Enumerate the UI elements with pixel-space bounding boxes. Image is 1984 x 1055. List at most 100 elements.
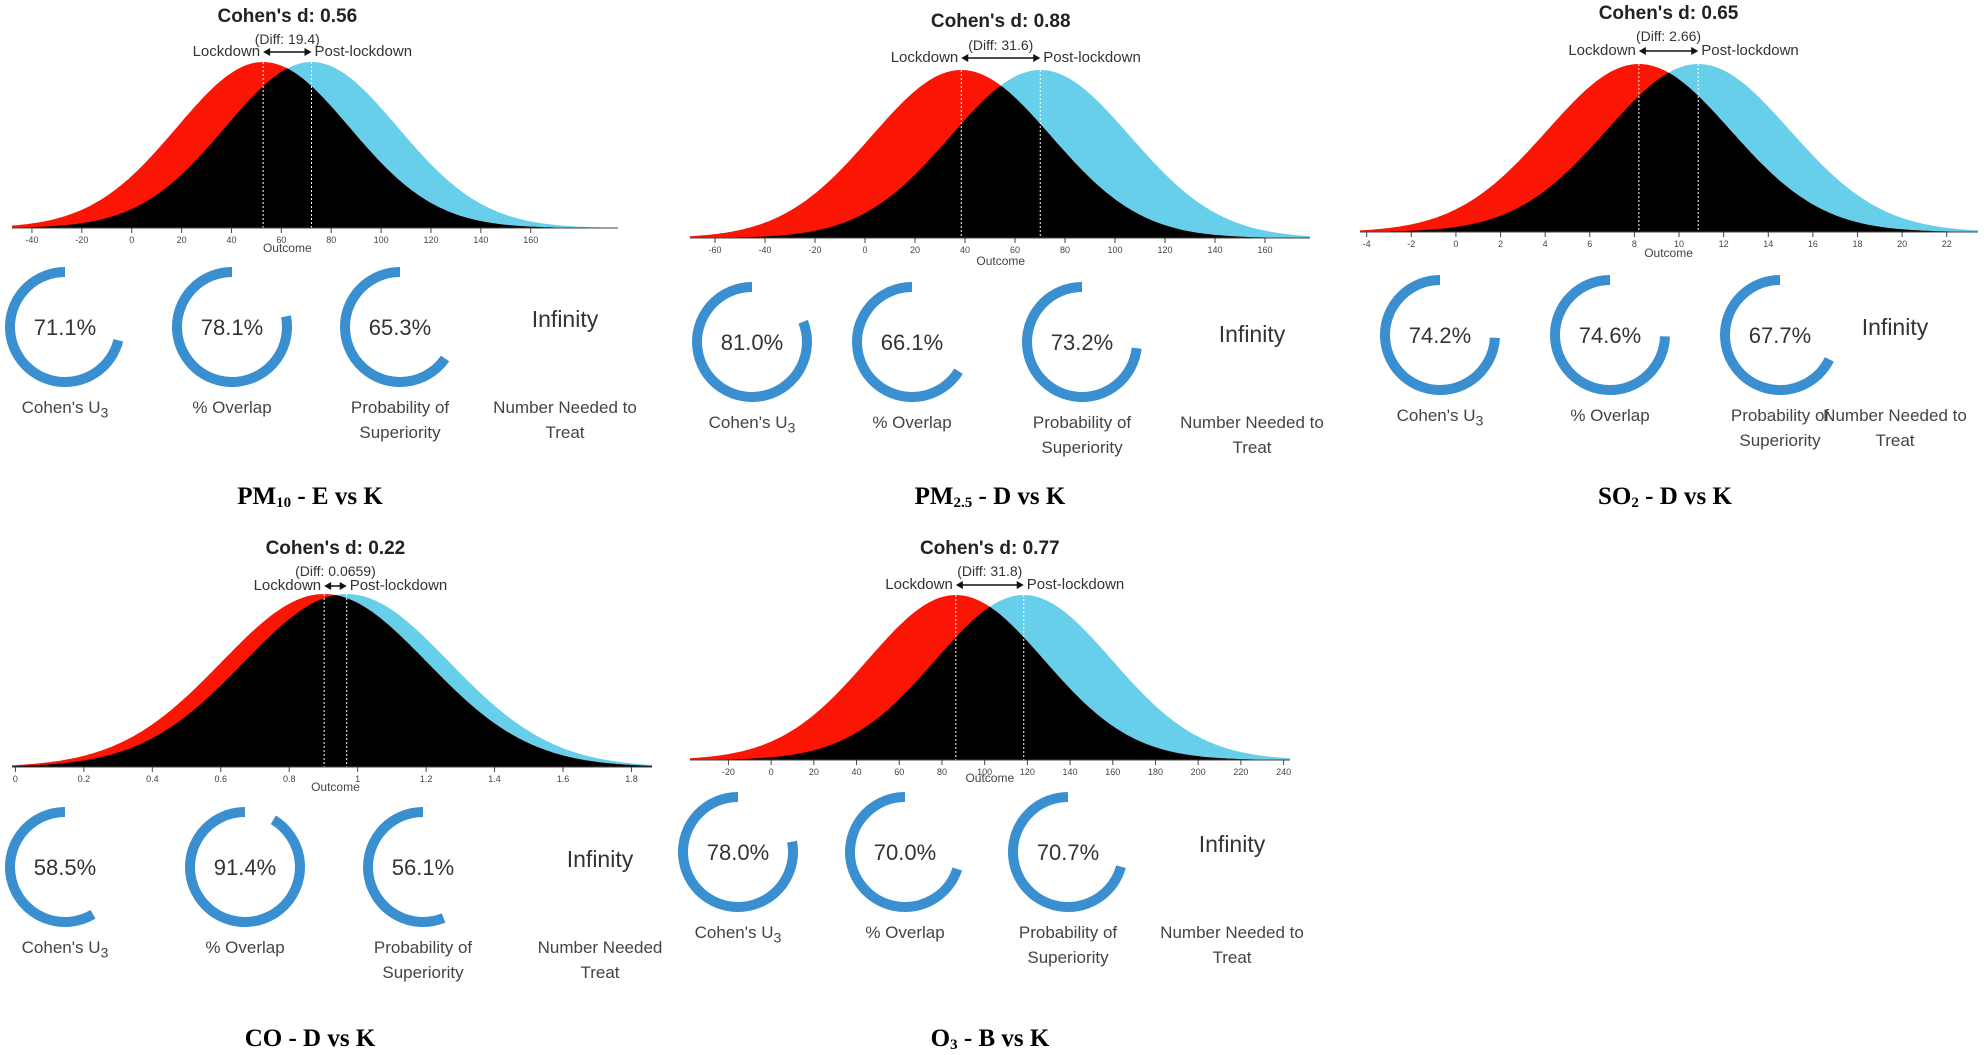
overlap-value: 66.1%	[881, 330, 943, 355]
caption-rest: - E vs K	[291, 483, 383, 510]
x-tick-label: 0	[1453, 239, 1458, 249]
overlap-stat: 66.1% % Overlap	[827, 280, 997, 435]
effect-size-title: Cohen's d: 0.65	[1599, 3, 1739, 24]
post-lockdown-label: Post-lockdown	[350, 577, 448, 594]
x-tick-label: 160	[1257, 245, 1272, 255]
overlap-ring: 66.1%	[852, 282, 963, 402]
u3-ring: 71.1%	[5, 267, 124, 387]
caption-rest: - D vs K	[282, 1025, 376, 1052]
x-tick-label: 0	[129, 235, 134, 245]
x-tick-label: -20	[722, 767, 735, 777]
u3-label: Cohen's U	[21, 938, 101, 957]
mean-difference: (Diff: 31.8)	[957, 563, 1022, 579]
superiority-arc	[340, 267, 450, 387]
x-tick-label: 0.4	[146, 774, 159, 784]
x-tick-label: 160	[523, 235, 538, 245]
superiority-label-line1: Probability of	[350, 398, 450, 417]
x-tick-label: -60	[708, 245, 721, 255]
u3-label: Cohen's U	[708, 413, 788, 432]
overlap-ring: 74.6%	[1550, 275, 1670, 395]
x-tick-label: 140	[1207, 245, 1222, 255]
distribution-chart: -4 -2 0 2 4 6 8 10 12 14 16 18 20 22 Outcome Cohen's d:…	[1360, 3, 1978, 260]
post-lockdown-label: Post-lockdown	[315, 43, 413, 60]
cohens-u3-stat: 58.5% Cohen's U3	[0, 805, 150, 966]
superiority-arc	[363, 807, 446, 927]
x-tick-label: 20	[910, 245, 920, 255]
x-tick-label: 0	[13, 774, 18, 784]
x-tick-label: 160	[1105, 767, 1120, 777]
panel-caption: SO2 - D vs K	[1355, 483, 1975, 512]
arrow-head-right	[1691, 47, 1699, 55]
overlap-label: % Overlap	[192, 398, 272, 417]
superiority-stat: 70.7% Probability of Superiority	[983, 790, 1153, 970]
x-tick-label: 80	[326, 235, 336, 245]
x-axis-title: Outcome	[311, 780, 360, 794]
superiority-label-line2: Superiority	[1027, 948, 1109, 967]
nnt-value: Infinity	[531, 306, 599, 332]
x-tick-label: 80	[937, 767, 947, 777]
arrow-head-right	[1016, 581, 1024, 589]
caption-rest: - B vs K	[957, 1025, 1050, 1052]
superiority-label-line2: Superiority	[1739, 431, 1821, 450]
superiority-stat: 73.2% Probability of Superiority	[997, 280, 1167, 460]
superiority-value: 65.3%	[369, 315, 431, 340]
nnt-label-line1: Number Needed to	[493, 398, 637, 417]
panel-pm25: -60 -40 -20 0 20 40 60 80 100 120 140 160 Outcome Coh…	[680, 0, 1324, 520]
x-axis-title: Outcome	[263, 241, 312, 255]
x-tick-label: -40	[25, 235, 38, 245]
x-tick-label: 1.6	[557, 774, 570, 784]
nnt-label-line1: Number Needed to	[1180, 413, 1324, 432]
nnt-stat: Infinity Number Needed to Treat	[1810, 273, 1980, 453]
x-tick-label: 6	[1587, 239, 1592, 249]
nnt-value: Infinity	[1861, 314, 1929, 340]
x-tick-label: 0.6	[215, 774, 228, 784]
caption-sub: 2.5	[953, 495, 973, 511]
x-tick-label: 12	[1719, 239, 1729, 249]
u3-label-sub: 3	[100, 405, 109, 422]
x-tick-label: 120	[423, 235, 438, 245]
panel-caption: CO - D vs K	[0, 1025, 620, 1054]
effect-size-title: Cohen's d: 0.22	[266, 538, 406, 559]
nnt-value: Infinity	[566, 846, 634, 872]
nnt-label-line2: Treat	[1232, 438, 1272, 457]
distribution-chart: -60 -40 -20 0 20 40 60 80 100 120 140 160 Outcome Coh…	[690, 11, 1310, 268]
u3-label: Cohen's U	[694, 923, 774, 942]
arrow-head-left	[324, 582, 332, 590]
distribution-chart: -20 0 20 40 60 80 100 120 140 160 180 200 220 240 Outc…	[690, 538, 1291, 785]
panel-caption: PM2.5 - D vs K	[680, 483, 1300, 512]
overlap-label: % Overlap	[865, 923, 945, 942]
x-tick-label: 20	[809, 767, 819, 777]
effect-size-title: Cohen's d: 0.88	[931, 11, 1071, 32]
x-tick-label: 100	[374, 235, 389, 245]
arrow-head-left	[1638, 47, 1646, 55]
arrow-head-left	[961, 54, 969, 62]
x-tick-label: 0	[769, 767, 774, 777]
x-tick-label: 180	[1148, 767, 1163, 777]
u3-ring: 81.0%	[692, 282, 812, 402]
overlap-value: 78.1%	[201, 315, 263, 340]
superiority-value: 73.2%	[1051, 330, 1113, 355]
overlap-ring: 78.1%	[172, 267, 292, 387]
x-tick-label: 40	[852, 767, 862, 777]
x-tick-label: 140	[473, 235, 488, 245]
mean-difference: (Diff: 0.0659)	[295, 563, 376, 579]
nnt-stat: Infinity Number Needed Treat	[515, 805, 685, 985]
lockdown-label: Lockdown	[885, 576, 953, 593]
caption-rest: - D vs K	[972, 483, 1066, 510]
arrow-head-left	[955, 581, 963, 589]
x-tick-label: 1.4	[488, 774, 501, 784]
x-tick-label: 100	[977, 767, 992, 777]
x-tick-label: -20	[808, 245, 821, 255]
x-tick-label: 10	[1674, 239, 1684, 249]
x-tick-label: 120	[1157, 245, 1172, 255]
overlap-label: % Overlap	[872, 413, 952, 432]
nnt-label-line2: Treat	[1875, 431, 1915, 450]
caption-main: PM	[237, 483, 277, 510]
lockdown-label: Lockdown	[193, 43, 261, 60]
superiority-ring: 70.7%	[1008, 792, 1126, 912]
post-lockdown-label: Post-lockdown	[1043, 49, 1141, 66]
x-tick-label: 240	[1276, 767, 1291, 777]
lockdown-label: Lockdown	[254, 577, 322, 594]
x-tick-label: 140	[1063, 767, 1078, 777]
